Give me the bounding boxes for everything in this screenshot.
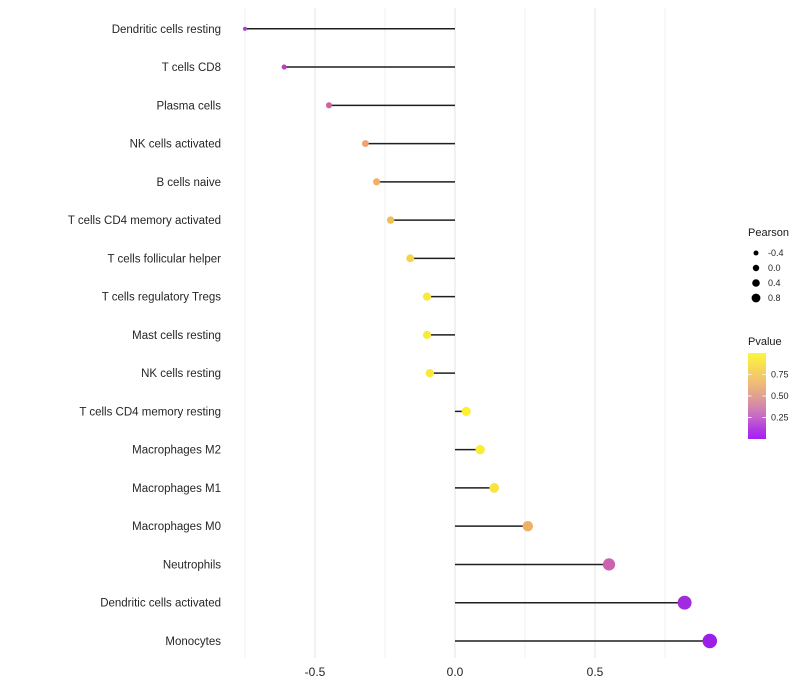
legend-pearson-dot bbox=[752, 279, 760, 287]
chart-row: NK cells activated bbox=[130, 139, 455, 151]
legend-pvalue: Pvalue 0.75 0.50 0.25 bbox=[748, 336, 789, 439]
lollipop-dot bbox=[602, 558, 616, 571]
y-axis-label: NK cells activated bbox=[130, 139, 221, 151]
chart-row: Macrophages M1 bbox=[132, 483, 500, 495]
chart-row: Macrophages M2 bbox=[132, 445, 485, 457]
chart-row: T cells CD8 bbox=[162, 62, 455, 74]
legend-pearson: Pearson -0.4 0.0 0.4 0.8 bbox=[748, 227, 789, 303]
chart-row: NK cells resting bbox=[141, 368, 455, 380]
y-axis-label: Plasma cells bbox=[156, 100, 221, 112]
chart-row: T cells CD4 memory resting bbox=[79, 406, 471, 418]
lollipop-dot bbox=[242, 26, 248, 31]
y-axis-label: Dendritic cells activated bbox=[100, 598, 221, 610]
x-tick-label: -0.5 bbox=[305, 665, 326, 679]
chart-row: Monocytes bbox=[165, 633, 718, 649]
legend-pearson-dot bbox=[752, 264, 760, 272]
chart-row: Dendritic cells resting bbox=[112, 24, 455, 36]
legend-pvalue-ticks: 0.75 0.50 0.25 bbox=[748, 370, 789, 423]
legend-pvalue-title: Pvalue bbox=[748, 336, 782, 348]
y-axis-label: B cells naive bbox=[156, 177, 221, 189]
y-axis-label: Dendritic cells resting bbox=[112, 24, 221, 36]
lollipop-dot bbox=[425, 368, 434, 378]
lollipop-dot bbox=[406, 254, 415, 263]
lollipop-dot bbox=[281, 64, 287, 70]
y-axis-label: Monocytes bbox=[165, 636, 221, 648]
y-axis-label: T cells CD8 bbox=[162, 62, 221, 74]
chart-row: B cells naive bbox=[156, 177, 455, 189]
y-axis-label: T cells CD4 memory resting bbox=[79, 406, 221, 418]
legend-pearson-label: -0.4 bbox=[768, 248, 784, 258]
chart-row: T cells regulatory Tregs bbox=[102, 292, 455, 304]
lollipop-dot bbox=[489, 483, 500, 493]
y-axis-label: T cells follicular helper bbox=[107, 253, 221, 265]
lollipop-dot bbox=[373, 178, 381, 186]
y-axis-label: NK cells resting bbox=[141, 368, 221, 380]
chart-rows: Dendritic cells resting T cells CD8 Plasma… bbox=[68, 24, 718, 649]
y-axis-label: Macrophages M2 bbox=[132, 445, 221, 457]
gridlines bbox=[244, 8, 666, 658]
legend-pearson-dot bbox=[751, 293, 761, 303]
pvalue-colorbar bbox=[748, 353, 766, 439]
chart-row: Dendritic cells activated bbox=[100, 595, 692, 610]
chart-row: Neutrophils bbox=[163, 558, 616, 571]
y-axis-label: Macrophages M0 bbox=[132, 521, 221, 533]
chart-row: Plasma cells bbox=[156, 100, 455, 112]
x-axis-tick-labels: -0.5 0.0 0.5 bbox=[305, 665, 604, 679]
legend-pearson-title: Pearson bbox=[748, 227, 789, 239]
lollipop-dot bbox=[361, 140, 369, 148]
legend-pvalue-label: 0.25 bbox=[771, 413, 789, 423]
lollipop-dot bbox=[475, 444, 485, 455]
lollipop-dot bbox=[325, 102, 333, 109]
legend-pearson-label: 0.4 bbox=[768, 278, 781, 288]
y-axis-label: Macrophages M1 bbox=[132, 483, 221, 495]
legend-pearson-dot bbox=[753, 250, 759, 256]
y-axis-label: Mast cells resting bbox=[132, 330, 221, 342]
legend-pvalue-label: 0.75 bbox=[771, 370, 789, 380]
lollipop-dot bbox=[422, 330, 432, 339]
lollipop-dot bbox=[522, 520, 534, 532]
y-axis-label: T cells regulatory Tregs bbox=[102, 292, 222, 304]
lollipop-dot bbox=[461, 406, 471, 416]
chart-row: Macrophages M0 bbox=[132, 520, 534, 533]
y-axis-label: Neutrophils bbox=[163, 559, 221, 571]
chart-row: Mast cells resting bbox=[132, 330, 455, 342]
lollipop-dot bbox=[386, 216, 395, 224]
y-axis-label: T cells CD4 memory activated bbox=[68, 215, 221, 227]
legend-pvalue-label: 0.50 bbox=[771, 391, 789, 401]
lollipop-dot bbox=[702, 633, 718, 649]
chart-row: T cells follicular helper bbox=[107, 253, 455, 265]
x-tick-label: 0.0 bbox=[447, 665, 464, 679]
x-tick-label: 0.5 bbox=[587, 665, 604, 679]
chart-row: T cells CD4 memory activated bbox=[68, 215, 455, 227]
legend-pearson-label: 0.8 bbox=[768, 293, 781, 303]
legend-pearson-entries: -0.4 0.0 0.4 0.8 bbox=[751, 248, 784, 303]
lollipop-dot bbox=[422, 292, 432, 301]
legend-pearson-label: 0.0 bbox=[768, 263, 781, 273]
lollipop-dot bbox=[677, 595, 692, 610]
